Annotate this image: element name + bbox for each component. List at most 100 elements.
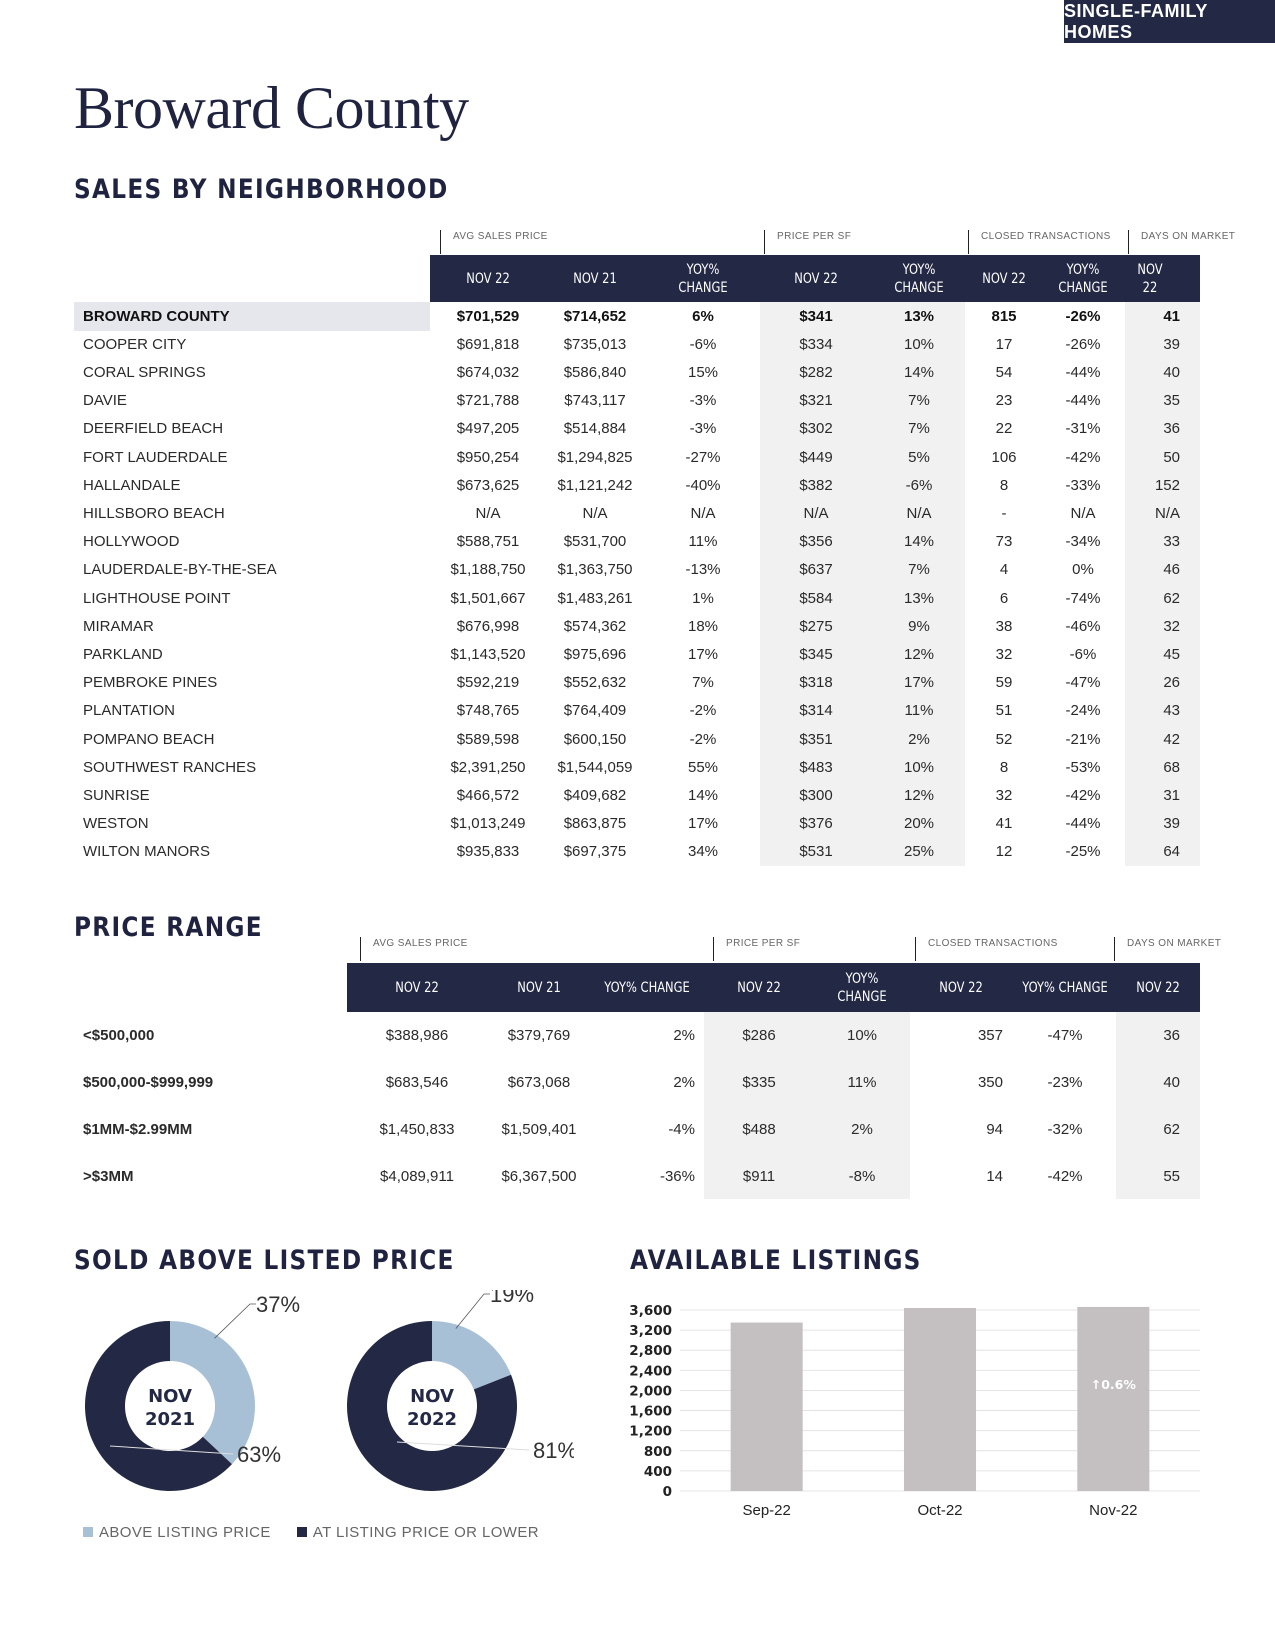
table-cell: $376	[799, 815, 833, 833]
table-cell: $552,632	[563, 674, 627, 692]
table-cell: 13%	[903, 307, 935, 325]
group-label-avg-sales-price-2: AVG SALES PRICE	[360, 937, 468, 961]
donut-slice-below	[84, 1321, 232, 1491]
table-cell: 39	[1163, 815, 1180, 833]
table-cell: 13%	[903, 589, 935, 607]
bar-Sep-22	[730, 1322, 803, 1491]
table-cell: $1,544,059	[557, 758, 633, 776]
legend-item-below: AT LISTING PRICE OR LOWER	[296, 1524, 539, 1541]
table-cell: $351	[799, 730, 833, 748]
table-cell: -3%	[689, 420, 717, 438]
table-cell: 106	[991, 448, 1017, 466]
y-tick-label: 800	[644, 1444, 672, 1460]
table-cell: 17	[995, 335, 1013, 353]
table-cell: $466,572	[456, 786, 520, 804]
table-row: PLANTATION $748,765 $764,409 -2% $314 11% 51 -2…	[0, 697, 1275, 725]
table-cell: 94	[986, 1121, 1003, 1138]
y-tick-label: 3,200	[629, 1323, 672, 1339]
table-cell: $483	[799, 758, 833, 776]
table-row: WILTON MANORS $935,833 $697,375 34% $531 25% 1…	[0, 838, 1275, 866]
table-row: $1MM-$2.99MM $1,450,833 $1,509,401 -4% $488 2…	[0, 1106, 1275, 1153]
table-cell: $735,013	[563, 335, 627, 353]
table-cell: -25%	[1065, 843, 1101, 861]
donut-above-label: 19%	[490, 1290, 534, 1307]
segment-badge: SINGLE-FAMILY HOMES	[1064, 0, 1275, 43]
table-cell: 9%	[908, 617, 930, 635]
y-tick-label: 2,800	[629, 1343, 672, 1359]
table-cell: $449	[799, 448, 833, 466]
table-cell: $975,696	[563, 645, 627, 663]
table-cell: 14%	[687, 786, 719, 804]
row-name: CORAL SPRINGS	[83, 363, 206, 381]
page-title: Broward County	[74, 75, 469, 141]
table-cell: 0%	[1072, 561, 1094, 579]
table-row: HOLLYWOOD $588,751 $531,700 11% $356 14% 73 -34…	[0, 528, 1275, 556]
table-cell: $574,362	[563, 617, 627, 635]
table-row: SOUTHWEST RANCHES $2,391,250 $1,544,059 55%…	[0, 753, 1275, 781]
table-cell: $497,205	[456, 420, 520, 438]
table-cell: 20%	[903, 815, 935, 833]
legend-item-above: ABOVE LISTING PRICE	[83, 1524, 271, 1541]
donut-legend: ABOVE LISTING PRICE AT LISTING PRICE OR …	[83, 1524, 539, 1541]
price-range-table-header: NOV 22 NOV 21 YOY% CHANGE NOV 22 YOY% CHANGE…	[347, 963, 1200, 1012]
neighborhood-table-header: NOV 22 NOV 21 YOY% CHANGE NOV 22 YOY% CHANGE…	[430, 255, 1200, 302]
leader-line-above	[214, 1303, 256, 1339]
table-cell: $592,219	[456, 674, 520, 692]
table-cell: $341	[799, 307, 833, 325]
table-cell: 17%	[687, 645, 719, 663]
table-cell: 14%	[903, 533, 935, 551]
table-cell: 38	[995, 617, 1013, 635]
table-cell: -13%	[685, 561, 721, 579]
table-cell: -21%	[1065, 730, 1101, 748]
header-cell: YOY% CHANGE	[894, 261, 944, 296]
bar-Nov-22	[1077, 1306, 1150, 1491]
table-cell: $334	[799, 335, 833, 353]
table-cell: $318	[799, 674, 833, 692]
table-cell: 18%	[687, 617, 719, 635]
table-cell: -31%	[1065, 420, 1101, 438]
table-cell: -33%	[1065, 476, 1101, 494]
table-cell: 7%	[692, 674, 714, 692]
row-name: PARKLAND	[83, 645, 163, 663]
table-cell: 54	[995, 363, 1013, 381]
header-cell: NOV 22	[982, 270, 1026, 287]
table-cell: 15%	[687, 363, 719, 381]
section-title-listings: AVAILABLE LISTINGS	[630, 1245, 922, 1276]
table-cell: 52	[995, 730, 1013, 748]
table-cell: -24%	[1065, 702, 1101, 720]
table-cell: $714,652	[563, 307, 627, 325]
table-cell: $673,625	[456, 476, 520, 494]
table-cell: -26%	[1065, 335, 1101, 353]
table-cell: N/A	[803, 504, 829, 522]
table-row: DEERFIELD BEACH $497,205 $514,884 -3% $302 7%…	[0, 415, 1275, 443]
table-cell: $379,769	[507, 1027, 571, 1044]
header-cell: NOV 21	[573, 270, 617, 287]
table-cell: $4,089,911	[380, 1168, 454, 1185]
table-row: COOPER CITY $691,818 $735,013 -6% $334 10% 17 -…	[0, 330, 1275, 358]
table-cell: 50	[1163, 448, 1180, 466]
header-cell: NOV 22	[395, 979, 439, 996]
table-cell: $300	[799, 786, 833, 804]
table-cell: $911	[742, 1168, 776, 1185]
table-cell: $863,875	[563, 815, 627, 833]
table-cell: N/A	[1070, 504, 1096, 522]
days-on-market-shade-2	[1116, 1012, 1200, 1199]
table-cell: $589,598	[456, 730, 520, 748]
row-name: $500,000-$999,999	[83, 1074, 214, 1091]
section-title-sold-above: SOLD ABOVE LISTED PRICE	[74, 1245, 455, 1276]
table-cell: $282	[799, 363, 833, 381]
table-cell: 10%	[903, 758, 935, 776]
table-cell: -6%	[1069, 645, 1097, 663]
header-cell: NOV 22	[1136, 979, 1180, 996]
table-cell: 22	[995, 420, 1013, 438]
table-cell: 8	[999, 758, 1009, 776]
y-tick-label: 3,600	[629, 1303, 672, 1319]
table-row: HILLSBORO BEACH N/A N/A N/A N/A N/A - N/A N/A	[0, 499, 1275, 527]
header-cell: NOV 22	[737, 979, 781, 996]
table-cell: $683,546	[385, 1074, 449, 1091]
table-cell: -40%	[685, 476, 721, 494]
header-cell: NOV 21	[517, 979, 561, 996]
donut-slice-below	[347, 1321, 517, 1491]
table-cell: N/A	[475, 504, 501, 522]
